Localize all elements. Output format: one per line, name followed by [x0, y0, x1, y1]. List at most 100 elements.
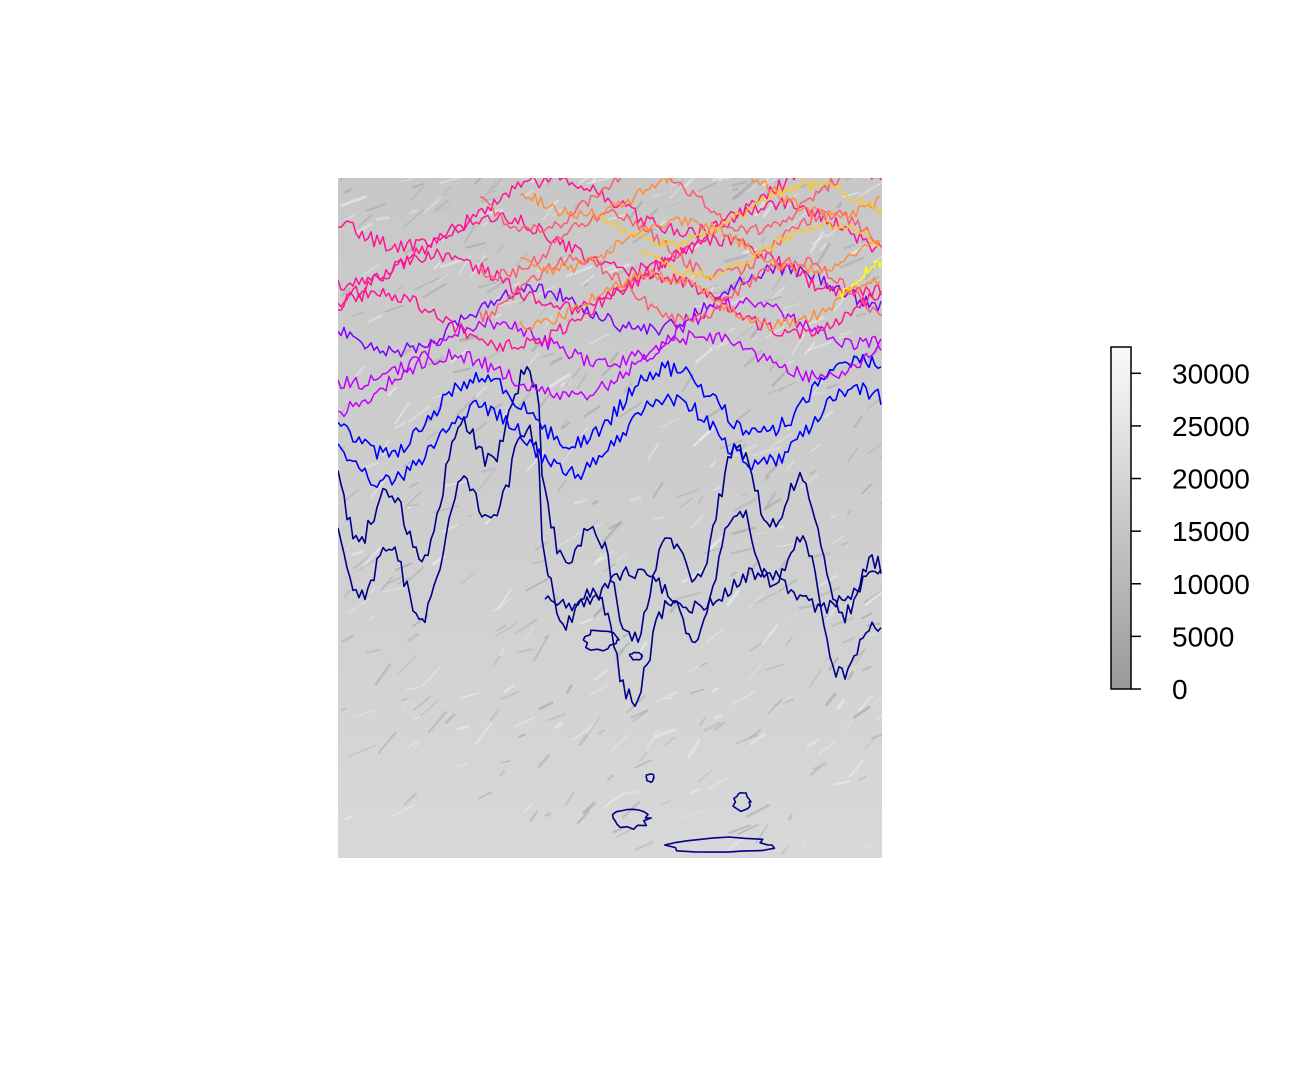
hillshade-ridge — [880, 194, 882, 197]
hillshade-ridge — [644, 729, 660, 752]
hillshade-ridge — [848, 758, 866, 778]
hillshade-ridge — [356, 222, 374, 235]
hillshade-ridge — [809, 230, 825, 254]
hillshade-ridge — [559, 381, 566, 388]
contour-line — [338, 262, 882, 358]
hillshade-ridge — [822, 615, 830, 619]
hillshade-ridge — [408, 503, 418, 508]
hillshade-ridge — [787, 360, 795, 365]
hillshade-ridge — [800, 315, 825, 329]
hillshade-ridge — [459, 692, 480, 700]
hillshade-ridge — [709, 342, 729, 350]
hillshade-ridge — [768, 358, 780, 372]
hillshade-ridge — [384, 304, 404, 313]
hillshade-ridge — [694, 347, 714, 365]
hillshade-ridge — [777, 559, 788, 572]
hillshade-ridge — [411, 182, 425, 189]
hillshade-ridge — [529, 810, 539, 823]
hillshade-ridge — [565, 366, 582, 387]
hillshade-ridge — [400, 178, 416, 183]
hillshade-ridge — [380, 575, 394, 591]
hillshade-ridge — [591, 499, 599, 506]
hillshade-ridge — [731, 526, 757, 536]
hillshade-ridge — [344, 214, 356, 221]
hillshade-ridge — [444, 712, 457, 725]
hillshade-ridge — [393, 285, 403, 294]
hillshade-ridge — [363, 461, 379, 470]
hillshade-ridge — [433, 199, 449, 213]
hillshade-ridge — [340, 287, 352, 298]
hillshade-ridge — [652, 481, 664, 499]
hillshade-ridge — [477, 469, 496, 492]
hillshade-ridge — [407, 404, 431, 424]
hillshade-ridge — [731, 180, 748, 188]
hillshade-ridge — [407, 741, 418, 749]
hillshade-ridge — [828, 656, 839, 671]
contour-lines — [338, 178, 882, 853]
hillshade-ridge — [718, 439, 743, 450]
hillshade-ridge — [654, 690, 679, 704]
hillshade-ridge — [664, 696, 674, 701]
hillshade-ridge — [677, 178, 681, 180]
hillshade-ridge — [539, 393, 551, 408]
hillshade-ridge — [631, 710, 648, 723]
legend-tick-label: 20000 — [1172, 464, 1250, 495]
hillshade-ridge — [817, 586, 842, 598]
hillshade-ridge — [675, 591, 702, 601]
hillshade-ridge — [846, 670, 855, 681]
hillshade-ridge — [340, 634, 355, 643]
hillshade-ridge — [677, 178, 685, 187]
hillshade-ridge — [427, 356, 445, 366]
hillshade-ridge — [863, 739, 874, 751]
hillshade-ridge — [439, 185, 452, 200]
hillshade-ridge — [369, 615, 376, 620]
hillshade-ridge — [381, 448, 390, 457]
hillshade-ridge — [728, 326, 736, 333]
hillshade-ridge — [481, 195, 503, 203]
hillshade-ridge — [513, 716, 535, 728]
hillshade-ridge — [511, 319, 525, 331]
hillshade-ridge — [745, 803, 771, 819]
hillshade-ridge — [689, 688, 704, 695]
hillshade-ridge — [573, 499, 587, 505]
hillshade-ridge — [543, 315, 554, 329]
hillshade-ridge — [791, 333, 806, 356]
hillshade-ridge — [712, 721, 726, 732]
hillshade-ridge — [439, 258, 463, 269]
hillshade-ridge — [581, 801, 596, 815]
hillshade-ridge — [542, 352, 555, 358]
hillshade-ridge — [515, 252, 529, 267]
hillshade-ridge — [871, 695, 882, 707]
hillshade-ridge — [525, 189, 534, 197]
hillshade-ridge — [785, 458, 796, 472]
hillshade-ridge — [615, 827, 634, 838]
hillshade-map — [338, 178, 882, 858]
hillshade-ridge — [690, 514, 704, 530]
hillshade-ridge — [844, 243, 856, 250]
hillshade-ridge — [627, 790, 640, 796]
hillshade-ridge — [745, 185, 757, 194]
hillshade-ridge — [466, 514, 473, 518]
hillshade-ridge — [402, 209, 425, 228]
hillshade-ridge — [534, 540, 549, 552]
hillshade-ridge — [753, 591, 778, 606]
hillshade-ridge — [343, 814, 353, 821]
hillshade-ridge — [422, 195, 443, 215]
legend: 30000 25000 20000 15000 10000 5000 0 — [1110, 346, 1250, 705]
hillshade-ridge — [351, 311, 365, 317]
contour-line — [611, 808, 652, 831]
hillshade-raster — [338, 178, 882, 858]
hillshade-ridge — [836, 698, 846, 711]
hillshade-ridge — [876, 715, 882, 721]
hillshade-ridge — [685, 659, 710, 674]
hillshade-ridge — [556, 447, 575, 470]
hillshade-ridge — [852, 705, 871, 720]
hillshade-ridge — [647, 208, 659, 219]
hillshade-ridge — [787, 814, 794, 821]
hillshade-ridge — [622, 632, 631, 639]
hillshade-ridge — [646, 442, 661, 461]
hillshade-ridge — [583, 404, 602, 418]
hillshade-ridge — [665, 201, 683, 209]
hillshade-ridge — [660, 799, 671, 807]
